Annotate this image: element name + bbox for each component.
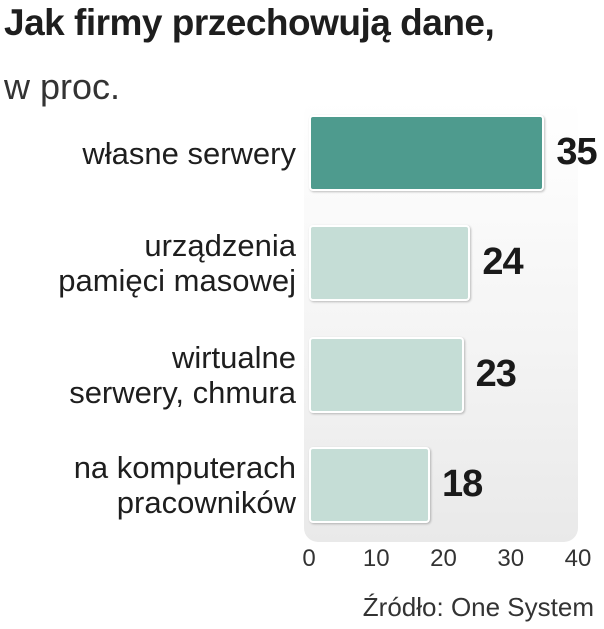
value-label-2: 23 — [475, 353, 517, 395]
category-label-line: pamięci masowej — [58, 263, 296, 298]
value-label-1: 24 — [482, 241, 523, 283]
bar-1 — [309, 225, 471, 301]
category-label-line: wirtualne — [171, 340, 296, 375]
category-label-3: na komputerach pracowników — [74, 450, 296, 520]
category-label-line: własne serwery — [82, 135, 296, 171]
x-tick-label: 20 — [430, 545, 457, 572]
chart-subtitle: w proc. — [4, 66, 121, 107]
bar-0 — [309, 115, 545, 191]
category-label-1: urządzenia pamięci masowej — [58, 228, 296, 298]
category-label-line: urządzenia — [144, 228, 296, 263]
category-label-line: na komputerach — [73, 450, 296, 485]
category-label-line: pracowników — [116, 485, 296, 520]
x-tick-label: 0 — [302, 545, 316, 572]
x-tick-label: 40 — [564, 545, 592, 572]
x-tick-label: 30 — [497, 545, 525, 572]
value-label-3: 18 — [442, 463, 483, 505]
value-label-0: 35 — [556, 131, 597, 173]
source-note: Źródło: One System — [362, 592, 594, 622]
chart-title: Jak firmy przechowują dane, — [4, 2, 495, 43]
category-label-2: wirtualne serwery, chmura — [69, 340, 296, 410]
category-label-0: własne serwery — [82, 136, 296, 171]
bar-3 — [309, 447, 431, 523]
bar-2 — [309, 337, 464, 413]
category-label-line: serwery, chmura — [69, 375, 296, 410]
x-tick-label: 10 — [362, 545, 390, 572]
